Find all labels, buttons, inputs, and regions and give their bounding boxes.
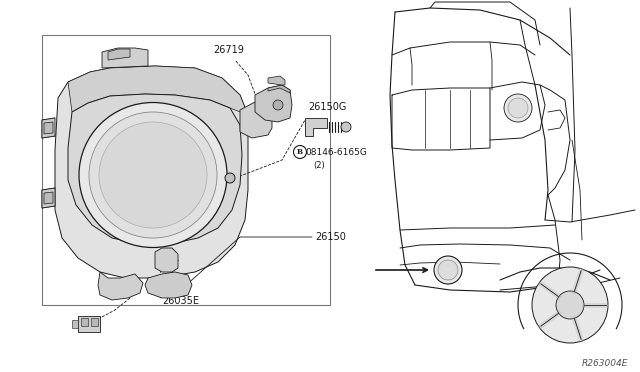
Circle shape xyxy=(504,94,532,122)
Polygon shape xyxy=(98,272,143,300)
Polygon shape xyxy=(91,318,98,326)
Text: 26150G: 26150G xyxy=(308,102,346,112)
Polygon shape xyxy=(72,320,78,328)
Polygon shape xyxy=(44,192,53,204)
Circle shape xyxy=(434,256,462,284)
Text: B: B xyxy=(297,148,303,156)
Polygon shape xyxy=(78,316,100,332)
Ellipse shape xyxy=(89,112,217,238)
Text: 26719: 26719 xyxy=(213,45,244,55)
Polygon shape xyxy=(44,122,53,134)
Ellipse shape xyxy=(99,122,207,228)
Polygon shape xyxy=(268,76,285,85)
Polygon shape xyxy=(42,118,55,138)
Circle shape xyxy=(294,145,307,158)
Circle shape xyxy=(225,173,235,183)
Polygon shape xyxy=(42,188,55,208)
Text: R263004E: R263004E xyxy=(582,359,628,368)
Polygon shape xyxy=(55,66,248,278)
Polygon shape xyxy=(102,48,148,68)
Bar xyxy=(42,35,330,305)
Polygon shape xyxy=(268,85,290,93)
Circle shape xyxy=(508,98,528,118)
Circle shape xyxy=(532,267,608,343)
Circle shape xyxy=(273,100,283,110)
Text: 26035E: 26035E xyxy=(162,296,199,306)
Circle shape xyxy=(438,260,458,280)
Text: 08146-6165G: 08146-6165G xyxy=(305,148,367,157)
Text: 26150: 26150 xyxy=(315,232,346,242)
Polygon shape xyxy=(145,272,192,298)
Ellipse shape xyxy=(79,103,227,247)
Polygon shape xyxy=(240,98,272,138)
Polygon shape xyxy=(155,248,178,272)
Polygon shape xyxy=(108,49,130,60)
Polygon shape xyxy=(255,85,292,122)
Polygon shape xyxy=(68,94,242,244)
Polygon shape xyxy=(81,318,88,326)
Polygon shape xyxy=(305,118,327,136)
Text: (2): (2) xyxy=(313,160,324,170)
Circle shape xyxy=(556,291,584,319)
Polygon shape xyxy=(68,66,248,115)
Circle shape xyxy=(341,122,351,132)
